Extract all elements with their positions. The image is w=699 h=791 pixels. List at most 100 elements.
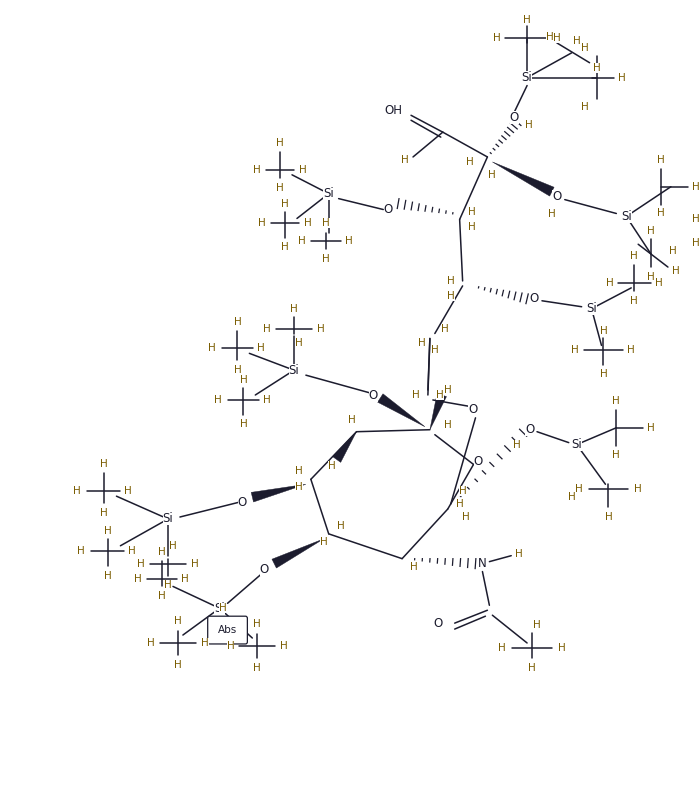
Text: H: H [299, 165, 307, 175]
Text: Si: Si [289, 364, 299, 377]
Text: H: H [337, 521, 345, 531]
FancyBboxPatch shape [208, 616, 247, 644]
Text: H: H [575, 484, 582, 494]
Text: H: H [524, 15, 531, 25]
Text: H: H [298, 237, 305, 246]
Text: H: H [456, 499, 463, 509]
Text: Si: Si [586, 302, 597, 315]
Text: H: H [295, 483, 303, 492]
Text: H: H [558, 643, 565, 653]
Text: H: H [174, 660, 182, 670]
Text: H: H [138, 558, 145, 569]
Text: H: H [257, 343, 265, 354]
Text: H: H [147, 638, 155, 648]
Text: H: H [655, 278, 663, 288]
Text: H: H [572, 36, 581, 46]
Text: H: H [548, 210, 556, 219]
Text: H: H [412, 390, 420, 400]
Text: H: H [201, 638, 208, 648]
Text: H: H [630, 296, 638, 306]
Text: H: H [158, 592, 166, 601]
Text: H: H [164, 581, 172, 590]
Text: H: H [436, 390, 444, 400]
Text: H: H [264, 395, 271, 405]
Text: Si: Si [324, 187, 334, 200]
Text: H: H [462, 512, 470, 522]
Text: H: H [254, 663, 261, 673]
Text: H: H [264, 324, 271, 334]
Text: H: H [276, 183, 284, 193]
Text: H: H [240, 418, 247, 429]
Text: Abs: Abs [218, 625, 237, 635]
Text: Si: Si [163, 513, 173, 525]
Text: H: H [328, 461, 336, 471]
Text: H: H [657, 209, 665, 218]
Text: O: O [238, 496, 247, 509]
Text: H: H [581, 43, 589, 53]
Text: H: H [295, 467, 303, 476]
Text: H: H [103, 526, 111, 536]
Text: H: H [630, 251, 638, 261]
Text: H: H [493, 33, 501, 43]
Text: H: H [447, 291, 454, 301]
Text: N: N [478, 557, 487, 570]
Text: H: H [290, 304, 298, 314]
Text: H: H [553, 33, 561, 43]
Text: H: H [322, 254, 330, 264]
Text: O: O [529, 293, 539, 305]
Text: H: H [447, 276, 454, 286]
Text: H: H [628, 346, 635, 355]
Text: H: H [647, 226, 655, 237]
Text: H: H [208, 343, 215, 354]
Text: H: H [280, 641, 288, 651]
Text: H: H [410, 562, 418, 572]
Text: Si: Si [214, 602, 225, 615]
Text: H: H [219, 604, 226, 613]
Text: H: H [295, 339, 303, 348]
Text: H: H [672, 266, 679, 276]
Text: O: O [384, 203, 393, 216]
Text: Si: Si [521, 71, 533, 84]
Text: H: H [181, 573, 189, 584]
Text: H: H [692, 182, 699, 191]
Text: H: H [657, 155, 665, 165]
Text: H: H [281, 242, 289, 252]
Text: H: H [528, 663, 536, 673]
Polygon shape [492, 162, 554, 196]
Text: H: H [466, 157, 473, 167]
Text: H: H [233, 316, 241, 327]
Text: H: H [77, 546, 85, 556]
Text: O: O [552, 190, 561, 203]
Text: H: H [174, 616, 182, 626]
Text: H: H [619, 73, 626, 82]
Text: H: H [593, 62, 600, 73]
Text: H: H [489, 170, 496, 180]
Text: H: H [692, 238, 699, 248]
Text: H: H [158, 547, 166, 557]
Text: H: H [418, 339, 426, 348]
Text: O: O [526, 423, 535, 436]
Text: H: H [600, 369, 607, 379]
Text: H: H [401, 155, 409, 165]
Text: H: H [571, 346, 579, 355]
Text: H: H [214, 395, 222, 405]
Text: H: H [441, 324, 449, 334]
Text: H: H [100, 460, 108, 469]
Text: H: H [431, 346, 439, 355]
Text: H: H [276, 138, 284, 148]
Text: H: H [546, 32, 554, 42]
Text: O: O [510, 111, 519, 123]
Text: H: H [134, 573, 142, 584]
Text: H: H [533, 620, 541, 630]
Text: H: H [515, 549, 523, 558]
Text: H: H [226, 641, 234, 651]
Text: H: H [498, 643, 506, 653]
Text: H: H [322, 218, 330, 229]
Text: H: H [647, 422, 655, 433]
Text: H: H [605, 278, 613, 288]
Text: H: H [320, 537, 328, 547]
Text: H: H [191, 558, 199, 569]
Text: H: H [444, 385, 452, 395]
Text: H: H [612, 449, 620, 460]
Text: H: H [254, 619, 261, 629]
